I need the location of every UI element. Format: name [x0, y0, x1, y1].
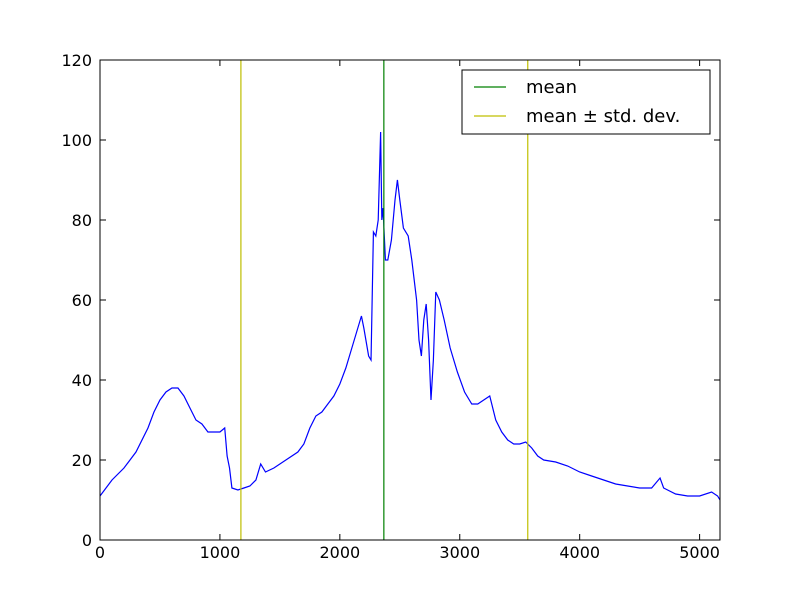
y-tick-label: 40 — [72, 371, 92, 390]
y-tick-label: 60 — [72, 291, 92, 310]
x-tick-label: 3000 — [439, 543, 480, 562]
plot-area — [100, 60, 720, 540]
legend-label: mean — [526, 77, 577, 98]
x-tick-label: 2000 — [319, 543, 360, 562]
data-line — [99, 131, 721, 501]
y-tick-label: 120 — [61, 51, 92, 70]
y-tick-label: 20 — [72, 451, 92, 470]
y-tick-label: 80 — [72, 211, 92, 230]
x-tick-label: 5000 — [679, 543, 720, 562]
legend-box — [461, 69, 711, 135]
x-tick-label: 4000 — [559, 543, 600, 562]
y-tick-label: 100 — [61, 131, 92, 150]
x-tick-label: 1000 — [200, 543, 241, 562]
x-tick-label: 0 — [95, 543, 105, 562]
y-tick-label: 0 — [82, 531, 92, 550]
legend-label: mean ± std. dev. — [526, 106, 680, 127]
